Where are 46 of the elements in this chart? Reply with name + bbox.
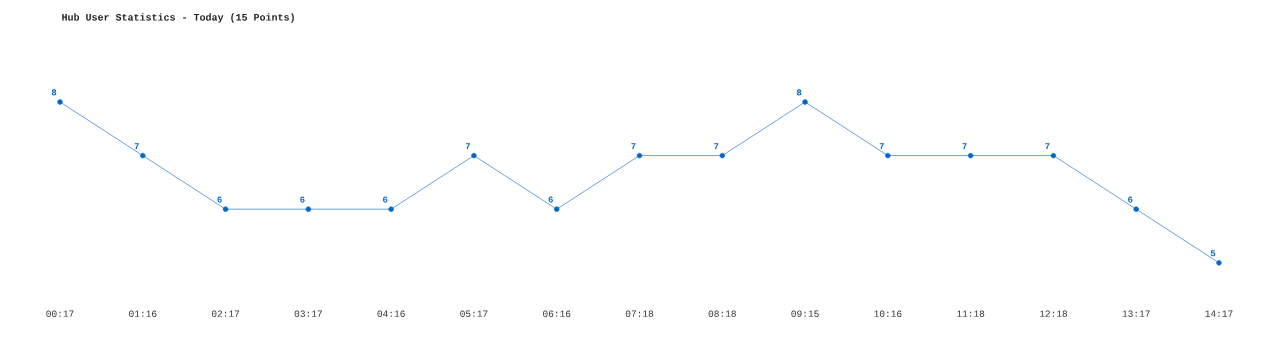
x-tick-label: 12:18 bbox=[1039, 310, 1068, 317]
x-tick-label: 14:17 bbox=[1205, 310, 1233, 317]
point bbox=[471, 152, 477, 159]
point bbox=[1050, 152, 1057, 159]
data-label: 7 bbox=[1045, 143, 1050, 150]
x-tick-label: 07:18 bbox=[625, 310, 654, 317]
data-label: 5 bbox=[1210, 250, 1216, 257]
x-tick-label: 03:17 bbox=[294, 310, 322, 317]
point bbox=[636, 152, 643, 159]
x-tick-label: 02:17 bbox=[211, 310, 240, 317]
data-label: 6 bbox=[300, 196, 305, 203]
data-label: 7 bbox=[714, 143, 719, 150]
data-label: 6 bbox=[217, 196, 222, 203]
data-label: 7 bbox=[134, 143, 139, 150]
x-tick-label: 08:18 bbox=[708, 310, 736, 317]
data-label: 7 bbox=[879, 143, 884, 150]
point bbox=[802, 99, 808, 105]
data-label: 7 bbox=[465, 143, 471, 150]
x-tick-label: 13:17 bbox=[1122, 310, 1150, 317]
point bbox=[1216, 260, 1222, 266]
data-label: 7 bbox=[631, 143, 636, 150]
x-tick-label: 01:16 bbox=[129, 310, 157, 317]
point bbox=[388, 206, 394, 212]
data-label: 6 bbox=[383, 196, 388, 203]
data-label: 7 bbox=[962, 143, 967, 150]
point bbox=[554, 206, 560, 212]
point bbox=[719, 152, 725, 159]
x-tick-label: 00:17 bbox=[46, 310, 74, 317]
x-tick-label: 11:18 bbox=[957, 310, 985, 317]
data-label: 8 bbox=[796, 89, 802, 96]
x-tick-label: 06:16 bbox=[543, 310, 571, 317]
chart-title: Hub User Statistics - Today (15 Points) bbox=[62, 13, 294, 23]
point bbox=[222, 206, 229, 212]
data-label: 6 bbox=[1128, 196, 1133, 203]
x-tick-label: 09:15 bbox=[791, 310, 819, 317]
point bbox=[140, 152, 146, 159]
point bbox=[1133, 206, 1139, 212]
data-label: 6 bbox=[548, 196, 553, 203]
point bbox=[885, 152, 891, 159]
x-tick-label: 04:16 bbox=[377, 310, 405, 317]
data-label: 8 bbox=[51, 89, 57, 96]
x-tick-label: 05:17 bbox=[460, 310, 488, 317]
point bbox=[305, 206, 312, 212]
point bbox=[967, 152, 974, 159]
x-tick-label: 10:16 bbox=[874, 310, 902, 317]
point bbox=[57, 99, 63, 105]
